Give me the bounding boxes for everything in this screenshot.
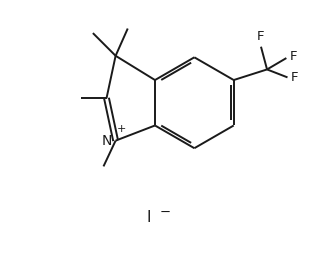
Text: F: F: [291, 71, 299, 84]
Text: F: F: [257, 30, 265, 43]
Text: −: −: [160, 206, 171, 219]
Text: N: N: [102, 134, 112, 148]
Text: +: +: [117, 124, 126, 134]
Text: I: I: [147, 210, 151, 225]
Text: F: F: [290, 50, 298, 63]
